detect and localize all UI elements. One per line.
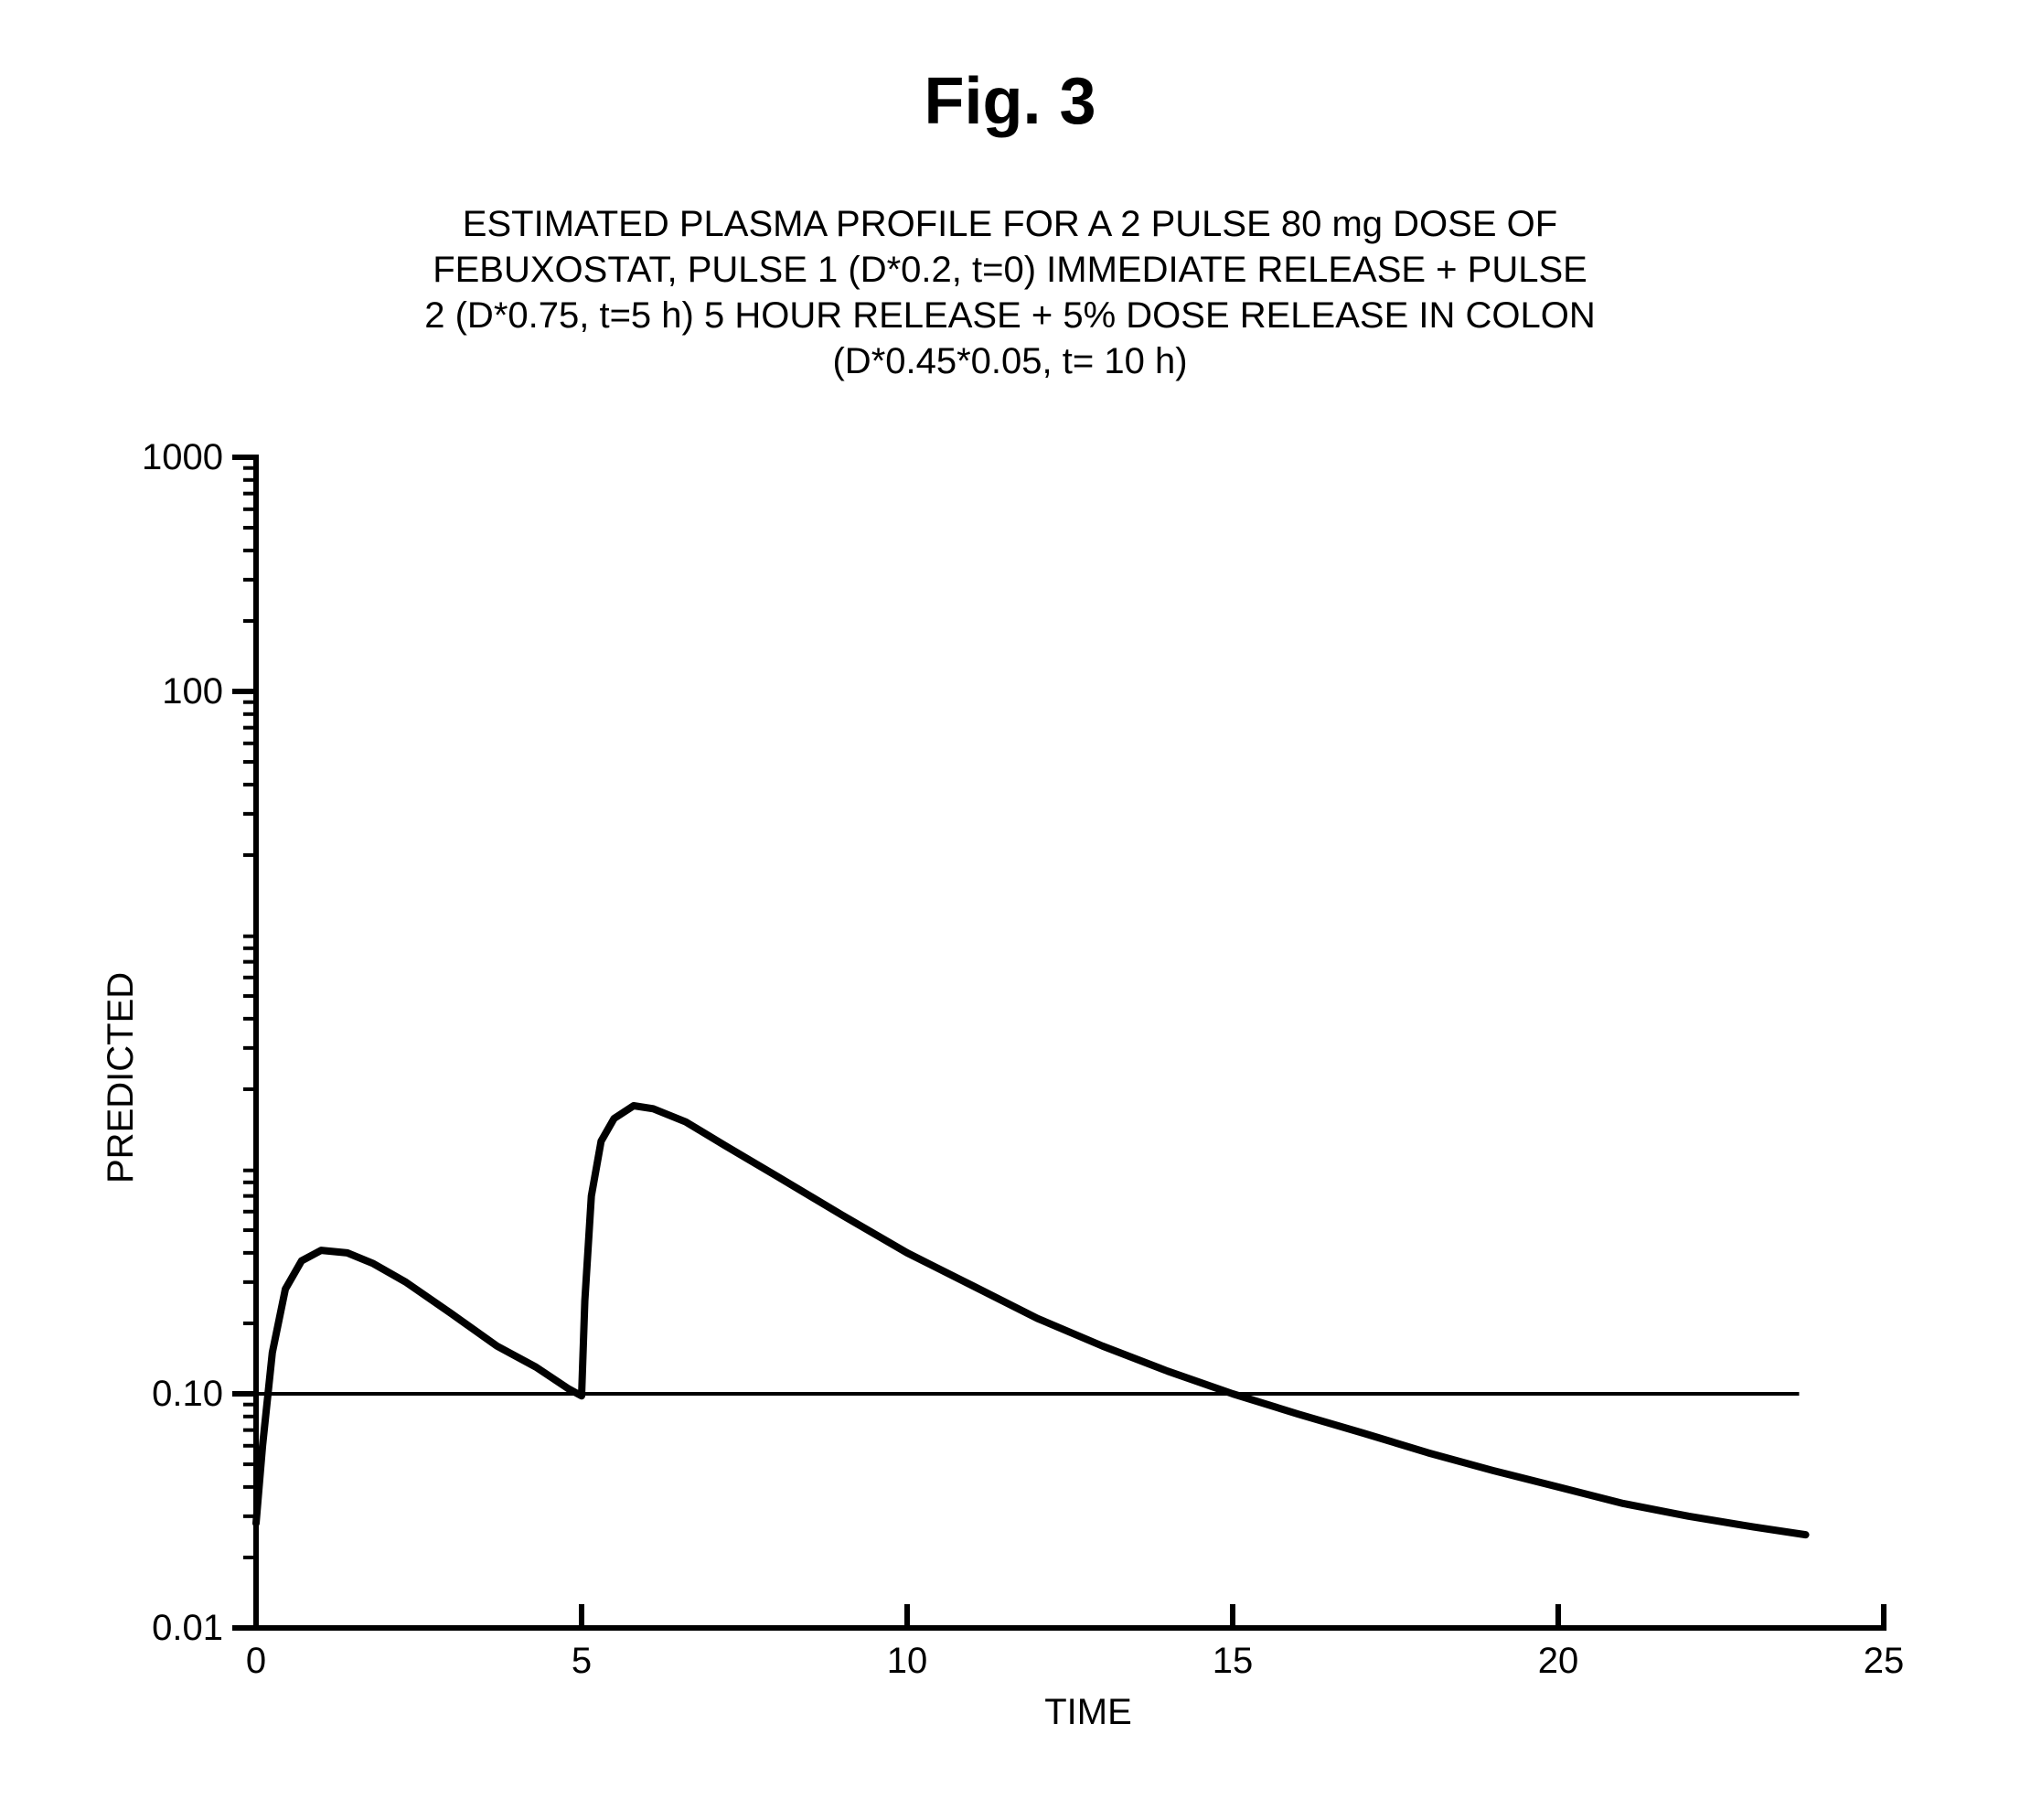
figure-subtitle: ESTIMATED PLASMA PROFILE FOR A 2 PULSE 8… bbox=[0, 201, 2020, 384]
subtitle-line: (D*0.45*0.05, t= 10 h) bbox=[0, 338, 2020, 384]
y-axis-label: PREDICTED bbox=[101, 971, 142, 1183]
tick-label: 0 bbox=[246, 1641, 266, 1682]
page: Fig. 3 ESTIMATED PLASMA PROFILE FOR A 2 … bbox=[0, 0, 2020, 1820]
tick-label: 5 bbox=[572, 1641, 592, 1682]
subtitle-line: 2 (D*0.75, t=5 h) 5 HOUR RELEASE + 5% DO… bbox=[0, 293, 2020, 338]
tick-label: 100 bbox=[162, 671, 223, 712]
x-axis-label: TIME bbox=[997, 1692, 1180, 1733]
chart-svg bbox=[256, 457, 1884, 1628]
tick-label: 15 bbox=[1213, 1641, 1254, 1682]
tick-label: 0.01 bbox=[152, 1608, 223, 1649]
subtitle-line: ESTIMATED PLASMA PROFILE FOR A 2 PULSE 8… bbox=[0, 201, 2020, 247]
figure-title: Fig. 3 bbox=[0, 64, 2020, 139]
tick-label: 0.10 bbox=[152, 1374, 223, 1415]
chart bbox=[256, 457, 1884, 1628]
tick-label: 1000 bbox=[142, 437, 223, 478]
tick-label: 20 bbox=[1538, 1641, 1579, 1682]
tick-label: 25 bbox=[1864, 1641, 1905, 1682]
subtitle-line: FEBUXOSTAT, PULSE 1 (D*0.2, t=0) IMMEDIA… bbox=[0, 247, 2020, 293]
tick-label: 10 bbox=[887, 1641, 928, 1682]
